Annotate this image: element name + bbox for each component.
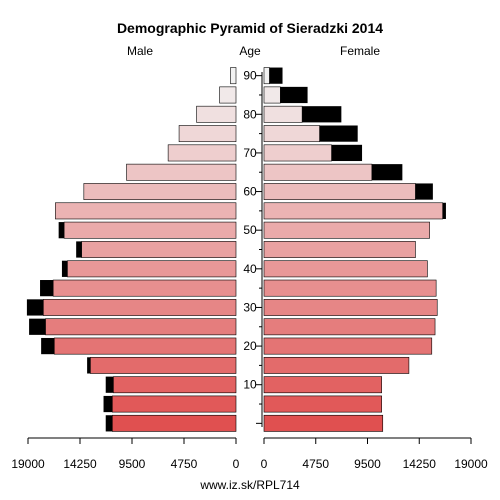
female-bar <box>263 183 416 200</box>
female-label: Female <box>340 44 380 58</box>
male-bar <box>167 144 237 162</box>
male-bar <box>83 183 237 200</box>
female-bar <box>263 144 332 162</box>
male-x-tick-label: 14250 <box>63 457 97 471</box>
female-x-tick-label: 14250 <box>403 457 437 471</box>
male-excess-bar <box>76 241 82 258</box>
male-bar <box>230 67 237 85</box>
female-excess-bar <box>331 144 363 162</box>
female-bar <box>263 356 410 374</box>
male-x-tick-label: 0 <box>233 457 240 471</box>
female-bar <box>263 337 433 355</box>
male-bar <box>90 356 237 374</box>
female-bar <box>263 86 281 104</box>
female-bar <box>263 163 373 181</box>
age-tick-label: 80 <box>243 107 257 121</box>
female-x-tick-label: 4750 <box>302 457 329 471</box>
chart-title: Demographic Pyramid of Sieradzki 2014 <box>117 20 383 36</box>
male-bar <box>196 105 237 123</box>
male-bar <box>113 376 237 394</box>
female-bar <box>263 125 320 143</box>
male-bar <box>81 241 237 258</box>
male-excess-bar <box>58 222 65 239</box>
age-label: Age <box>239 44 261 58</box>
male-bar <box>219 86 237 104</box>
male-bar <box>67 260 237 278</box>
male-excess-bar <box>105 415 113 432</box>
female-bar <box>263 318 436 336</box>
female-excess-bar <box>371 164 403 181</box>
male-excess-bar <box>87 357 91 374</box>
female-excess-bar <box>442 202 446 219</box>
male-label: Male <box>127 44 153 58</box>
female-bar <box>263 414 384 432</box>
female-bar <box>263 221 430 239</box>
male-bar <box>43 299 237 316</box>
male-excess-bar <box>103 395 113 413</box>
female-excess-bar <box>319 125 358 142</box>
male-x-tick-label: 4750 <box>171 457 198 471</box>
female-excess-bar <box>415 183 433 200</box>
female-x-tick-label: 19000 <box>454 457 488 471</box>
female-excess-bar <box>280 86 308 104</box>
male-bar <box>178 125 237 143</box>
age-tick-label: 90 <box>243 69 257 83</box>
female-bar <box>263 260 428 278</box>
male-excess-bar <box>105 376 114 393</box>
female-bar <box>263 202 443 220</box>
age-axis: 10 20 30 40 50 60 70 80 90 <box>243 69 263 427</box>
male-excess-bar <box>26 299 44 316</box>
male-bar <box>111 414 237 432</box>
age-tick-label: 40 <box>243 262 257 276</box>
footer-source: www.iz.sk/RPL714 <box>199 478 300 492</box>
female-x-tick-label: 0 <box>261 457 268 471</box>
age-tick-label: 50 <box>243 223 257 237</box>
female-bars <box>263 67 446 432</box>
age-tick-label: 20 <box>243 339 257 353</box>
female-bar <box>263 395 382 413</box>
female-excess-bar <box>302 106 342 123</box>
female-bar <box>263 241 416 258</box>
female-bar <box>263 105 303 123</box>
age-tick-label: 30 <box>243 300 257 314</box>
female-excess-bar <box>269 67 283 84</box>
male-bar <box>45 318 237 336</box>
male-bar <box>111 395 237 413</box>
male-excess-bar <box>41 337 55 355</box>
male-excess-bar <box>61 260 68 277</box>
male-bar <box>53 337 237 355</box>
male-x-tick-label: 9500 <box>119 457 146 471</box>
male-excess-bar <box>40 280 54 297</box>
male-bars <box>26 67 237 432</box>
male-x-tick-label: 19000 <box>11 457 45 471</box>
female-x-tick-label: 9500 <box>354 457 381 471</box>
female-bar <box>263 376 382 394</box>
age-tick-label: 10 <box>243 378 257 392</box>
age-tick-label: 60 <box>243 185 257 199</box>
male-excess-bar <box>29 318 46 335</box>
male-bar <box>55 202 237 220</box>
male-bar <box>52 279 237 297</box>
male-bar <box>126 163 237 181</box>
female-bar <box>263 279 437 297</box>
female-bar <box>263 67 270 85</box>
male-bar <box>63 221 237 239</box>
axes: 19000 14250 9500 4750 0 0 4750 9500 14250 19000 <box>11 437 488 471</box>
age-tick-label: 70 <box>243 146 257 160</box>
female-bar <box>263 299 438 316</box>
